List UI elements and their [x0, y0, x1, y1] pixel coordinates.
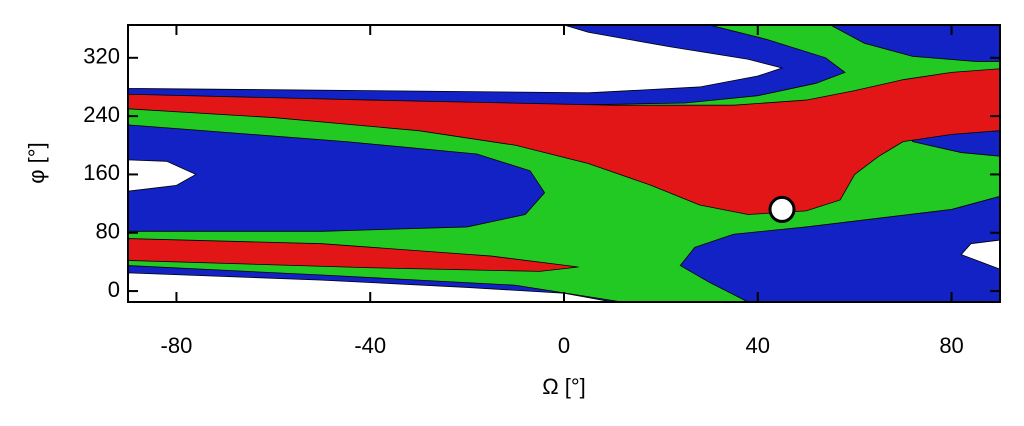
contour-region [128, 238, 579, 272]
contour-region [960, 239, 1000, 270]
y-tick-label: 0 [108, 277, 120, 302]
y-tick-label: 240 [83, 102, 120, 127]
axes: -80 -40 0 40 80 0 80 160 240 320 [83, 24, 1001, 358]
contour-region [128, 159, 197, 192]
x-tick-label: -80 [161, 333, 193, 358]
x-tick-label: 0 [558, 333, 570, 358]
marker [768, 195, 796, 223]
y-tick-label: 320 [83, 44, 120, 69]
contour-region [128, 25, 1000, 302]
plot-area [128, 25, 1000, 302]
contour-region [128, 68, 1000, 215]
y-tick-label: 160 [83, 160, 120, 185]
x-tick-label: -40 [354, 333, 386, 358]
x-tick-label: 80 [939, 333, 963, 358]
contour-region [128, 272, 613, 302]
x-axis-label: Ω [°] [542, 374, 586, 399]
y-tick-label: 80 [96, 219, 120, 244]
y-axis-label: φ [°] [24, 142, 49, 183]
x-tick-label: 40 [746, 333, 770, 358]
contour-region [128, 25, 784, 94]
